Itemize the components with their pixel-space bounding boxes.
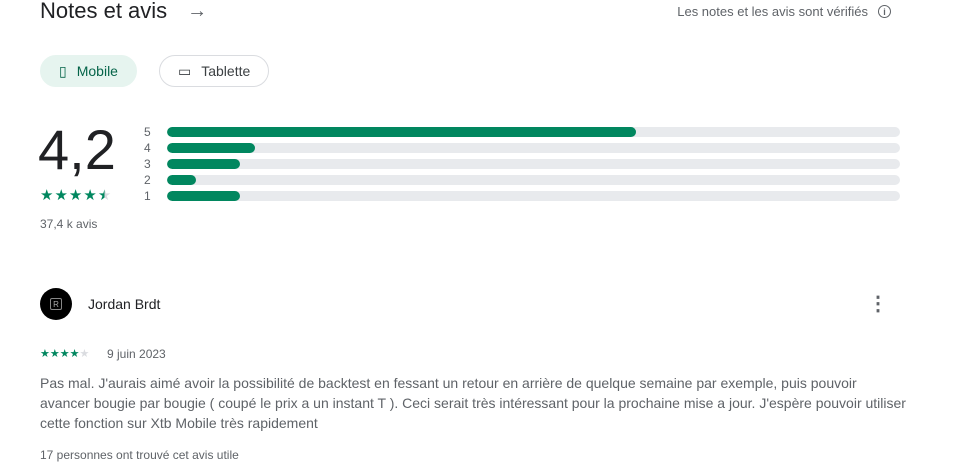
arrow-right-icon[interactable]: → [187,0,208,22]
avatar-logo: R [50,298,62,310]
verified-notice: Les notes et les avis sont vérifiés i [677,4,891,19]
tab-tablet[interactable]: ▭ Tablette [159,55,270,87]
bar-fill [167,127,637,137]
rating-bar-row: 5 [144,124,900,140]
star-icon: ★ [79,348,90,360]
tab-label: Mobile [76,63,118,79]
bar-track [167,159,900,169]
star-half-icon: ★ [97,187,112,204]
star-icon: ★ [59,348,70,360]
bar-track [167,191,900,201]
rating-bar-row: 2 [144,172,900,188]
review-count: 37,4 k avis [40,217,98,231]
bar-label: 4 [144,141,151,155]
rating-bar-row: 4 [144,140,900,156]
tablet-icon: ▭ [178,62,192,79]
review-author: Jordan Brdt [88,296,161,312]
tab-label: Tablette [201,63,251,79]
rating-stars: ★ ★ ★ ★ ★ [40,186,111,204]
phone-icon: ▯ [59,62,67,79]
bar-label: 2 [144,173,151,187]
bar-track [167,127,900,137]
review-date: 9 juin 2023 [107,347,166,361]
star-icon: ★ [69,348,80,360]
star-icon: ★ [68,187,83,204]
tab-mobile[interactable]: ▯ Mobile [40,55,137,87]
bar-fill [167,143,255,153]
star-icon: ★ [40,187,54,204]
section-title[interactable]: Notes et avis → [40,0,207,24]
rating-score: 4,2 [38,118,116,181]
bar-track [167,143,900,153]
more-options-icon[interactable]: ⋮ [868,293,888,315]
title-text: Notes et avis [40,0,168,23]
star-icon: ★ [54,187,68,204]
review-stars: ★ ★ ★ ★ ★ [40,347,89,360]
star-icon: ★ [49,348,60,360]
bar-label: 5 [144,125,151,139]
rating-distribution: 5 4 3 2 1 [144,124,900,204]
bar-fill [167,175,197,185]
bar-label: 3 [144,157,151,171]
review-text: Pas mal. J'aurais aimé avoir la possibil… [40,375,906,431]
bar-fill [167,159,241,169]
rating-bar-row: 1 [144,188,900,204]
rating-bar-row: 3 [144,156,900,172]
avatar: R [40,288,72,320]
bar-track [167,175,900,185]
bar-label: 1 [144,189,151,203]
bar-fill [167,191,241,201]
verified-text: Les notes et les avis sont vérifiés [677,4,868,19]
star-icon: ★ [83,187,97,204]
helpful-count: 17 personnes ont trouvé cet avis utile [40,448,239,462]
info-icon[interactable]: i [878,5,891,18]
star-icon: ★ [40,348,50,360]
